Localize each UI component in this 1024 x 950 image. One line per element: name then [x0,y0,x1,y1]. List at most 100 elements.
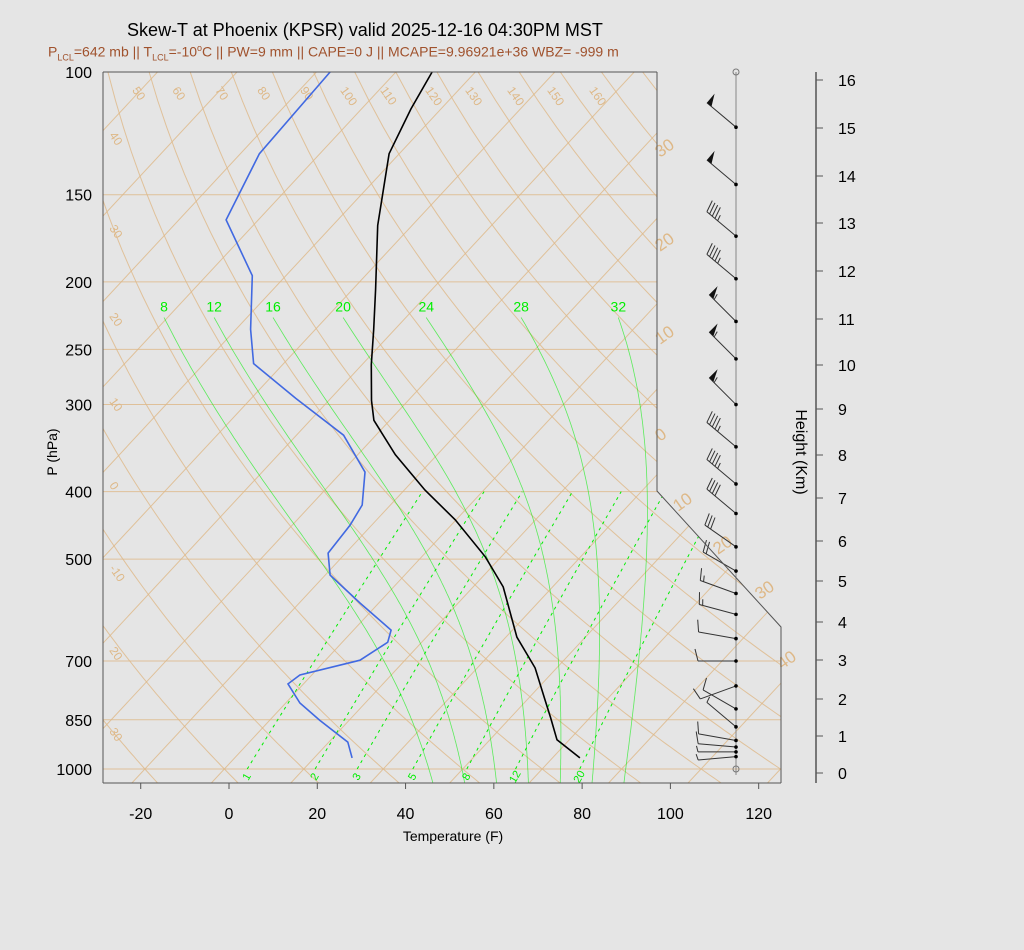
x-tick-label: 20 [308,806,326,823]
dry-adiabat-label: 120 [422,84,445,109]
wind-barb-half [717,462,721,469]
degree-sup: o [197,43,203,53]
t-lcl-value: =-10 [168,43,198,60]
isotherm-label-left: -10 [106,562,128,585]
wind-barb-staff [708,294,737,322]
dry-adiabat-label: 160 [586,84,609,109]
wind-barb-full [709,202,716,215]
isotherm-label-left: 0 [106,479,121,493]
isotherm-label-left: 40 [106,129,125,148]
moist-adiabat-line [520,317,600,783]
wind-barb-full [697,619,700,633]
wind-barb-staff [700,685,737,700]
dry-adiabat-line [395,72,781,783]
wind-level-dot [734,684,738,688]
wind-barb-full [706,411,713,423]
dry-adiabat-line [271,72,781,783]
mixing-ratio-label: 5 [406,771,419,782]
wind-axis-top-circle [732,68,740,76]
wind-barb-half [696,745,699,752]
wind-barb-staff [706,702,737,728]
isotherm-line [847,72,1024,783]
height-tick-label: 5 [838,574,847,591]
height-tick-label: 16 [838,73,856,90]
dry-adiabat-line [642,72,781,783]
y-tick-label: 400 [65,485,92,502]
wind-barb-staff [700,580,737,594]
mixing-ratio-line [314,491,485,770]
height-tick-label: 2 [838,692,847,709]
wind-level-dot [734,445,738,449]
wind-barb-full [706,477,713,490]
wind-barb-full [695,731,699,744]
t-lcl-sub: LCL [152,52,169,63]
isotherm-line [103,72,715,783]
subtitle-rest: C || PW=9 mm || CAPE=0 J || MCAPE=9.9692… [202,43,619,60]
dry-adiabat-line [148,72,723,783]
moist-adiabat-label: 24 [418,298,434,314]
wind-barb-flag [709,286,718,299]
mixing-ratio-label: 20 [571,769,588,786]
isotherm-line [103,72,556,783]
wind-barb-full [707,515,713,528]
y-tick-label: 1000 [56,762,92,779]
wind-barb-staff [698,733,737,741]
dewpoint-profile-line [225,71,393,759]
x-tick-label: 120 [745,806,772,823]
wind-level-dot [734,276,738,281]
wind-barb-full [711,482,719,494]
x-tick-label: 40 [397,806,415,823]
dry-adiabat-label: 70 [212,84,231,103]
height-tick-label: 1 [838,729,847,746]
isotherm-line [131,72,781,783]
wind-barb-staff [706,211,737,237]
y-axis-label: P (hPa) [44,428,60,475]
wind-barb-full [710,517,716,530]
wind-barb-full [709,480,716,492]
wind-barb-staff [706,459,737,485]
wind-barb-staff [708,331,737,360]
height-tick-label: 6 [838,534,847,551]
moist-adiabat-line [213,317,466,783]
dry-adiabat-line [103,72,401,783]
dry-adiabat-line [477,72,781,783]
moist-adiabat-line [163,317,434,783]
wind-barb-staff [706,488,737,514]
moist-adiabat-line [342,317,529,783]
wind-barb-full [692,688,701,700]
wind-barb-staff [702,551,737,572]
wind-level-dot [734,612,738,617]
isotherm-label-left: 30 [106,222,125,241]
plot-right-boundary [656,72,782,783]
wind-barb-full [702,540,707,553]
wind-barb-full [694,648,699,662]
y-tick-label: 100 [65,65,92,82]
wind-barb-staff [698,743,737,748]
moist-adiabat-label: 12 [206,298,222,314]
wind-barb-full [711,452,719,465]
mixing-ratio-line [246,491,423,770]
height-tick-label: 3 [838,653,847,670]
height-tick-label: 12 [838,264,856,281]
wind-barb-full [714,454,721,467]
wind-barb-full [706,448,713,460]
isotherm-label-right: 0 [651,424,670,445]
moist-adiabat-label: 16 [265,298,281,314]
isotherm-line [528,72,781,783]
mixing-ratio-line [579,491,723,770]
isotherm-label-left: 20 [106,310,125,329]
dry-adiabat-line [103,72,562,783]
x-tick-label: 100 [657,806,684,823]
mixing-ratio-line [515,491,666,770]
wind-barb-staff [698,631,737,640]
moist-adiabat-line [425,317,562,783]
isotherm-line [449,72,781,783]
chart-title: Skew-T at Phoenix (KPSR) valid 2025-12-1… [127,20,603,40]
dry-adiabat-line [107,72,642,783]
y-tick-label: 250 [65,342,92,359]
dry-adiabat-line [103,72,240,783]
height-tick-label: 8 [838,448,847,465]
wind-barb-staff [706,102,737,128]
